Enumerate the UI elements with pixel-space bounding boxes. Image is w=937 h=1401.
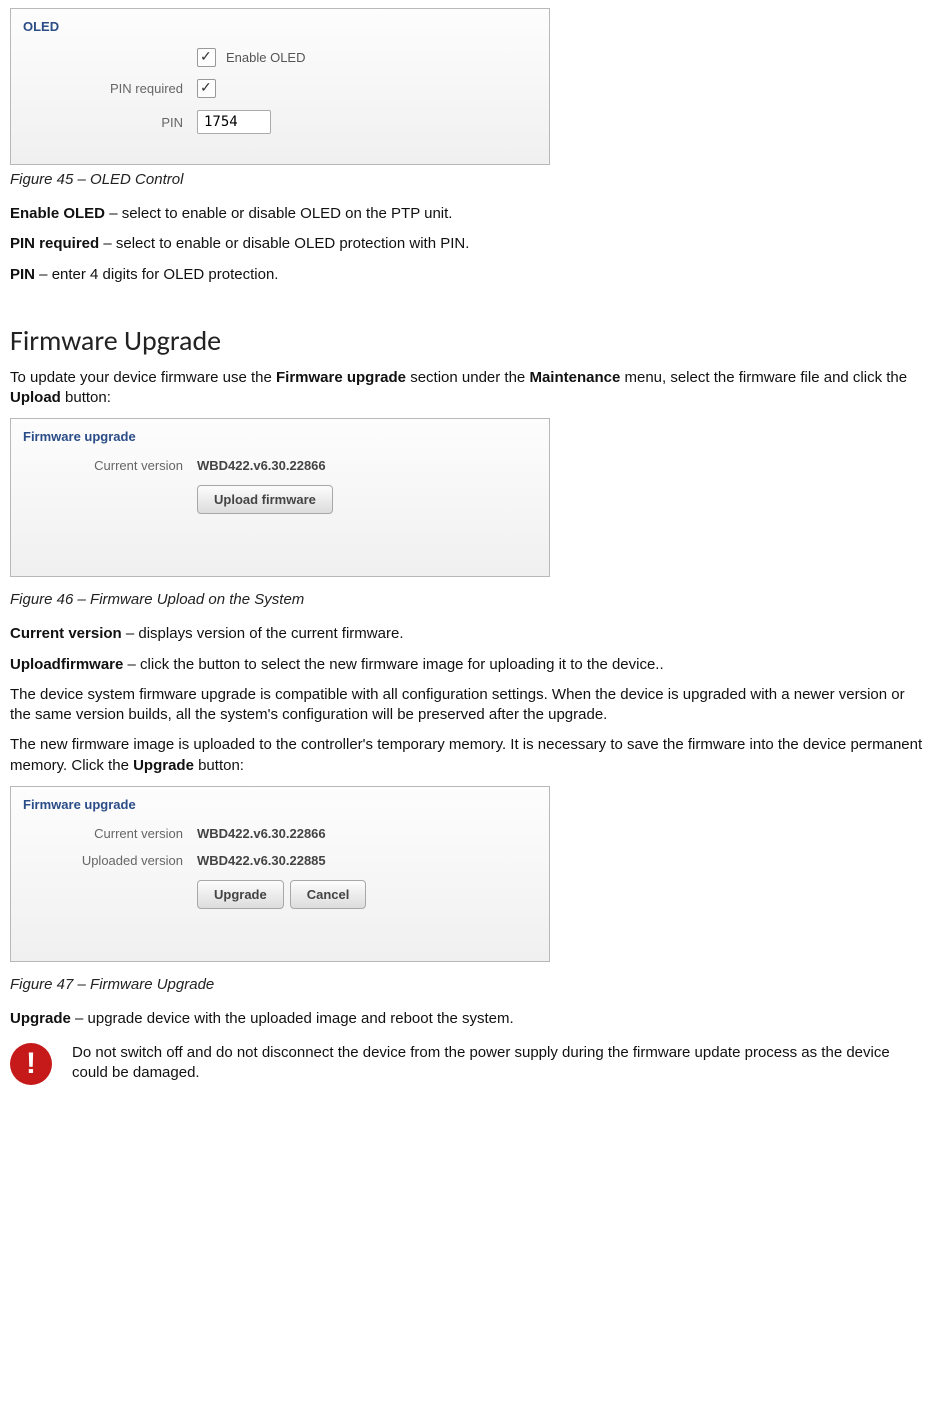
pin-input[interactable] [197,110,271,134]
pin-required-checkbox[interactable] [197,79,216,98]
oled-panel-header: OLED [23,19,537,34]
enable-oled-label: Enable OLED [226,50,306,65]
upload-button-row: Upload firmware [23,485,537,514]
oled-panel: OLED Enable OLED PIN required PIN [10,8,550,165]
warning-block: ! Do not switch off and do not disconnec… [10,1043,927,1085]
current-version-value: WBD422.v6.30.22866 [197,458,326,473]
upgrade-desc: Upgrade – upgrade device with the upload… [10,1009,927,1029]
firmware-intro: To update your device firmware use the F… [10,368,927,409]
compatibility-para: The device system firmware upgrade is co… [10,685,927,726]
pin-desc: PIN – enter 4 digits for OLED protection… [10,265,927,285]
uploaded-version-row: Uploaded version WBD422.v6.30.22885 [23,853,537,868]
pin-required-row: PIN required [23,79,537,98]
upload-firmware-button[interactable]: Upload firmware [197,485,333,514]
upgrade-button[interactable]: Upgrade [197,880,284,909]
cancel-button[interactable]: Cancel [290,880,367,909]
memory-para: The new firmware image is uploaded to th… [10,735,927,776]
firmware-upgrade-heading: Firmware Upgrade [10,323,927,358]
uploaded-version-label: Uploaded version [23,853,197,868]
enable-oled-checkbox[interactable] [197,48,216,67]
enable-oled-desc: Enable OLED – select to enable or disabl… [10,204,927,224]
current-version-desc: Current version – displays version of th… [10,624,927,644]
figure-45-caption: Figure 45 – OLED Control [10,171,927,188]
warning-icon: ! [10,1043,52,1085]
current-version-label2: Current version [23,826,197,841]
figure-46-caption: Figure 46 – Firmware Upload on the Syste… [10,591,927,608]
pin-label: PIN [23,115,197,130]
warning-text: Do not switch off and do not disconnect … [72,1043,927,1084]
current-version-row2: Current version WBD422.v6.30.22866 [23,826,537,841]
firmware-panel-header: Firmware upgrade [23,429,537,444]
figure-47-caption: Figure 47 – Firmware Upgrade [10,976,927,993]
enable-oled-row: Enable OLED [23,48,537,67]
uploaded-version-value: WBD422.v6.30.22885 [197,853,326,868]
firmware-panel2-header: Firmware upgrade [23,797,537,812]
current-version-value2: WBD422.v6.30.22866 [197,826,326,841]
pin-required-label: PIN required [23,81,197,96]
upload-firmware-desc: Uploadfirmware – click the button to sel… [10,655,927,675]
upgrade-buttons-row: Upgrade Cancel [23,880,537,909]
pin-row: PIN [23,110,537,134]
firmware-panel-upgrade: Firmware upgrade Current version WBD422.… [10,786,550,962]
current-version-row: Current version WBD422.v6.30.22866 [23,458,537,473]
firmware-panel-upload: Firmware upgrade Current version WBD422.… [10,418,550,577]
pin-required-desc: PIN required – select to enable or disab… [10,234,927,254]
current-version-label: Current version [23,458,197,473]
